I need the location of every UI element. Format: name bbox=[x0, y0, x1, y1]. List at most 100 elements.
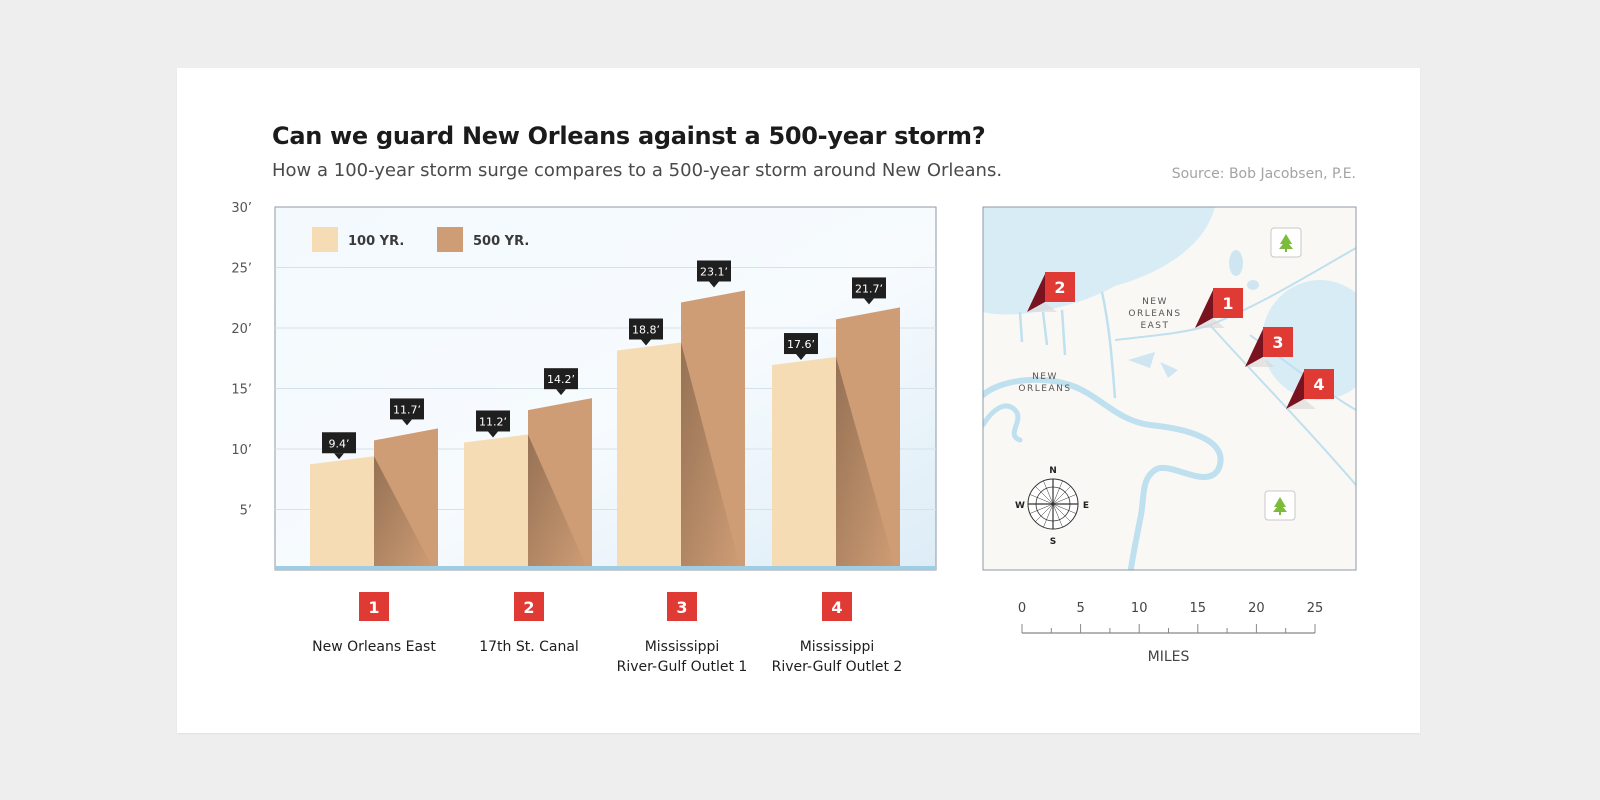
marker-number: 1 bbox=[1222, 294, 1233, 313]
legend-label: 500 YR. bbox=[473, 234, 529, 249]
x-tick-label: Mississippi bbox=[800, 639, 875, 655]
data-label-pointer bbox=[709, 281, 719, 288]
tree-icon bbox=[1264, 490, 1296, 521]
compass-n: N bbox=[1049, 466, 1057, 476]
water-baseline bbox=[275, 566, 936, 570]
tree-icon-trunk bbox=[1279, 512, 1281, 515]
data-label-text: 11.2’ bbox=[479, 415, 507, 428]
data-label-box bbox=[544, 368, 578, 390]
scale-label: 20 bbox=[1248, 601, 1265, 616]
category-number-badge bbox=[667, 592, 697, 621]
scale-label: 0 bbox=[1018, 601, 1026, 616]
pond bbox=[1128, 352, 1155, 368]
data-label-pointer bbox=[796, 354, 806, 361]
compass-spoke bbox=[1029, 503, 1054, 514]
data-label-pointer bbox=[402, 419, 412, 426]
data-label-box bbox=[629, 318, 663, 340]
pond bbox=[1229, 250, 1243, 276]
compass-spoke bbox=[1052, 480, 1063, 505]
data-label-text: 23.1’ bbox=[700, 265, 728, 278]
x-tick-label: Mississippi bbox=[645, 639, 720, 655]
bar-100yr bbox=[464, 434, 528, 570]
marker-ground-shadow bbox=[1245, 357, 1275, 367]
y-tick-label: 15’ bbox=[231, 383, 252, 398]
data-label-text: 9.4’ bbox=[329, 437, 350, 450]
data-label-pointer bbox=[864, 298, 874, 305]
mississippi-river bbox=[983, 376, 1224, 570]
marker-box bbox=[1045, 272, 1075, 302]
marker-number: 4 bbox=[1313, 375, 1324, 394]
bar-100yr bbox=[617, 342, 681, 570]
y-tick-label: 25’ bbox=[231, 262, 252, 277]
place-label: EAST bbox=[1140, 321, 1169, 331]
compass-spoke bbox=[1052, 503, 1077, 514]
compass-spoke bbox=[1052, 486, 1071, 505]
data-label-pointer bbox=[556, 389, 566, 396]
compass-s: S bbox=[1050, 537, 1056, 547]
compass-spoke bbox=[1043, 503, 1054, 528]
marker-box bbox=[1213, 288, 1243, 318]
category-number: 3 bbox=[676, 598, 687, 617]
x-tick-label: River-Gulf Outlet 2 bbox=[772, 659, 903, 675]
category-number-badge bbox=[359, 592, 389, 621]
compass-spoke bbox=[1043, 480, 1054, 505]
data-label-pointer bbox=[641, 339, 651, 346]
compass-spoke bbox=[1035, 503, 1054, 522]
data-label: 23.1’ bbox=[697, 260, 731, 288]
place-label: ORLEANS bbox=[1128, 309, 1181, 319]
compass-w: W bbox=[1015, 501, 1025, 511]
x-tick-label: New Orleans East bbox=[312, 639, 436, 655]
data-label-box bbox=[697, 260, 731, 282]
bar-shadow bbox=[528, 434, 588, 570]
legend-swatch bbox=[437, 227, 463, 252]
river-bend bbox=[983, 403, 1023, 443]
data-label-box bbox=[852, 277, 886, 299]
data-label-box bbox=[476, 410, 510, 432]
marker-box bbox=[1263, 327, 1293, 357]
data-label: 17.6’ bbox=[784, 333, 818, 361]
tree-icon-trunk bbox=[1285, 249, 1287, 252]
bar-100yr bbox=[310, 456, 374, 570]
x-tick-label: 17th St. Canal bbox=[479, 639, 579, 655]
data-label-box bbox=[322, 432, 356, 454]
bar-shadow bbox=[374, 456, 434, 570]
marker-number: 2 bbox=[1054, 278, 1065, 297]
scale-label: 15 bbox=[1190, 601, 1207, 616]
data-label: 11.7’ bbox=[390, 398, 424, 426]
marker-flag-shadow bbox=[1286, 371, 1304, 409]
map-marker-3: 3 bbox=[1245, 327, 1293, 367]
compass-e: E bbox=[1083, 501, 1089, 511]
data-label-box bbox=[784, 333, 818, 355]
marker-box bbox=[1304, 369, 1334, 399]
map-frame bbox=[982, 206, 1357, 571]
data-label: 18.8’ bbox=[629, 318, 663, 346]
map-panel: NEW ORLEANS EAST NEW ORLEANS 2 1 3 4 N S E W 0 5 10 1… bbox=[982, 206, 1357, 665]
marker-flag-shadow bbox=[1027, 274, 1045, 312]
marker-ground-shadow bbox=[1027, 302, 1057, 312]
data-label: 21.7’ bbox=[852, 277, 886, 305]
data-label-pointer bbox=[488, 431, 498, 438]
scale-label: 25 bbox=[1307, 601, 1324, 616]
y-tick-label: 10’ bbox=[231, 443, 252, 458]
marker-number: 3 bbox=[1272, 333, 1283, 352]
map-marker-4: 4 bbox=[1286, 369, 1334, 409]
marker-flag-shadow bbox=[1195, 290, 1213, 328]
legend-swatch bbox=[312, 227, 338, 252]
category-number-badge bbox=[514, 592, 544, 621]
marker-ground-shadow bbox=[1195, 318, 1225, 328]
marker-flag-shadow bbox=[1245, 329, 1263, 367]
tree-icon-shape bbox=[1273, 497, 1287, 512]
tree-icon-shape bbox=[1279, 234, 1293, 249]
category-number: 1 bbox=[368, 598, 379, 617]
page-title: Can we guard New Orleans against a 500-y… bbox=[272, 122, 986, 150]
legend-label: 100 YR. bbox=[348, 234, 404, 249]
page-subtitle: How a 100-year storm surge compares to a… bbox=[272, 160, 1003, 181]
scale-label: 5 bbox=[1076, 601, 1084, 616]
pond bbox=[1247, 280, 1259, 290]
data-label-text: 21.7’ bbox=[855, 282, 883, 295]
data-label: 9.4’ bbox=[322, 432, 356, 460]
data-label-text: 11.7’ bbox=[393, 403, 421, 416]
place-label: NEW bbox=[1142, 297, 1168, 307]
compass-spoke bbox=[1035, 486, 1054, 505]
